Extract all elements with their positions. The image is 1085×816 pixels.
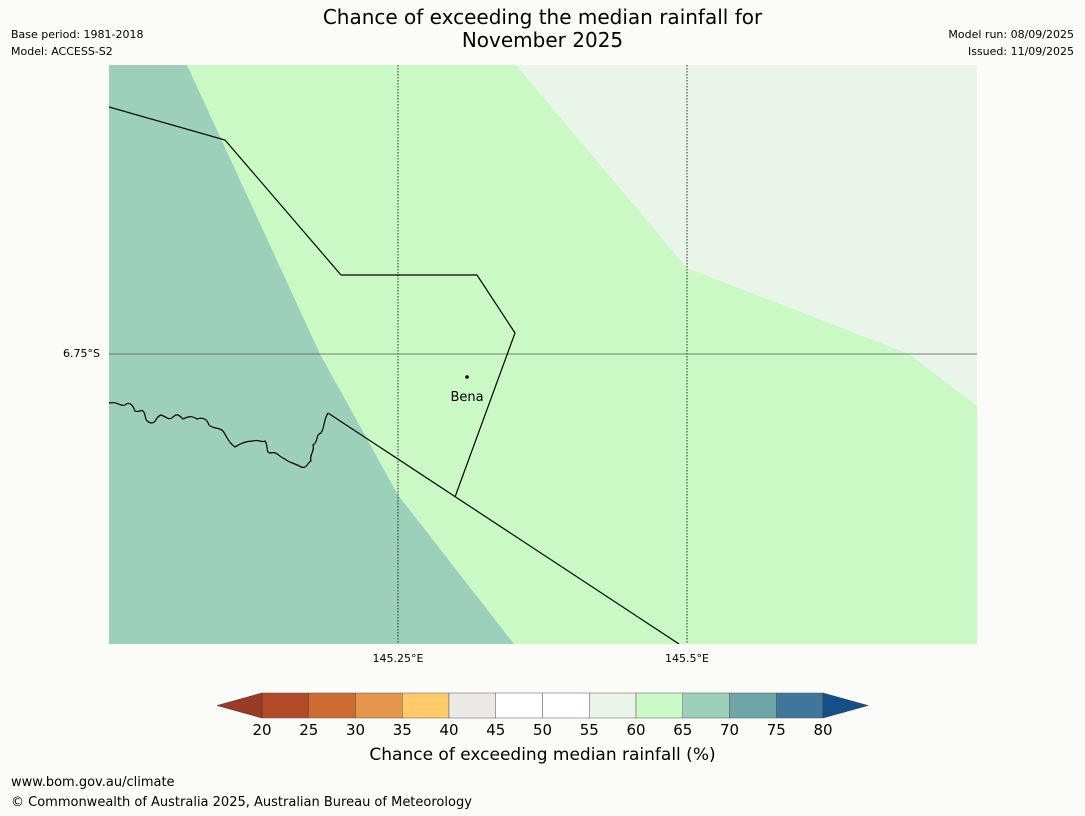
province-boundary-south xyxy=(327,412,680,644)
province-boundary xyxy=(109,106,516,498)
colorbar-cell-35-40 xyxy=(402,692,450,719)
region-65-70 xyxy=(109,65,514,644)
colorbar-cell-75-80 xyxy=(776,692,824,719)
colorbar-tick-25: 25 xyxy=(299,721,318,739)
colorbar-cell-50-55 xyxy=(542,692,590,719)
colorbar: 20 25 30 35 40 45 50 55 60 65 70 75 80 xyxy=(216,692,869,739)
colorbar-cells xyxy=(261,692,824,719)
colorbar-tick-20: 20 xyxy=(252,721,271,739)
longitude-label-2: 145.5°E xyxy=(665,652,709,665)
colorbar-tick-45: 45 xyxy=(486,721,505,739)
colorbar-tick-70: 70 xyxy=(720,721,739,739)
colorbar-cell-40-45 xyxy=(448,692,496,719)
colorbar-cell-70-75 xyxy=(729,692,777,719)
title-line-1: Chance of exceeding the median rainfall … xyxy=(322,5,763,29)
footer-copyright: © Commonwealth of Australia 2025, Austra… xyxy=(11,795,472,810)
colorbar-tick-75: 75 xyxy=(767,721,786,739)
colorbar-cell-60-65 xyxy=(635,692,683,719)
model-name: Model: ACCESS-S2 xyxy=(11,45,113,58)
colorbar-cell-65-70 xyxy=(682,692,730,719)
issued-date: Issued: 11/09/2025 xyxy=(967,45,1074,58)
footer-url[interactable]: www.bom.gov.au/climate xyxy=(11,775,175,790)
region-55-60 xyxy=(516,65,977,406)
colorbar-tick-50: 50 xyxy=(533,721,552,739)
colorbar-title: Chance of exceeding median rainfall (%) xyxy=(369,745,716,765)
colorbar-tick-30: 30 xyxy=(346,721,365,739)
meta-right: Model run: 08/09/2025 Issued: 11/09/2025 xyxy=(948,26,1074,60)
meta-left: Base period: 1981-2018 Model: ACCESS-S2 xyxy=(11,26,143,60)
coastline xyxy=(109,401,329,468)
colorbar-tick-40: 40 xyxy=(439,721,458,739)
colorbar-tick-60: 60 xyxy=(626,721,645,739)
title-line-2: November 2025 xyxy=(461,28,624,52)
colorbar-under-arrow xyxy=(216,692,263,719)
colorbar-cell-20-25 xyxy=(261,692,309,719)
colorbar-cell-45-50 xyxy=(495,692,543,719)
place-marker-bena xyxy=(465,375,469,379)
rainfall-map: Bena xyxy=(109,65,977,644)
latitude-label: 6.75°S xyxy=(63,347,100,360)
chart-title: Chance of exceeding the median rainfall … xyxy=(0,6,1085,52)
colorbar-cell-55-60 xyxy=(589,692,637,719)
colorbar-cell-25-30 xyxy=(308,692,356,719)
colorbar-tick-65: 65 xyxy=(673,721,692,739)
colorbar-tick-80: 80 xyxy=(813,721,832,739)
longitude-label-1: 145.25°E xyxy=(372,652,424,665)
colorbar-over-arrow xyxy=(822,692,869,719)
colorbar-tick-55: 55 xyxy=(580,721,599,739)
model-run: Model run: 08/09/2025 xyxy=(948,28,1074,41)
base-period: Base period: 1981-2018 xyxy=(11,28,144,41)
colorbar-ticks: 20 25 30 35 40 45 50 55 60 65 70 75 80 xyxy=(252,721,832,739)
colorbar-cell-30-35 xyxy=(355,692,403,719)
colorbar-tick-35: 35 xyxy=(393,721,412,739)
place-label-bena: Bena xyxy=(450,390,483,405)
